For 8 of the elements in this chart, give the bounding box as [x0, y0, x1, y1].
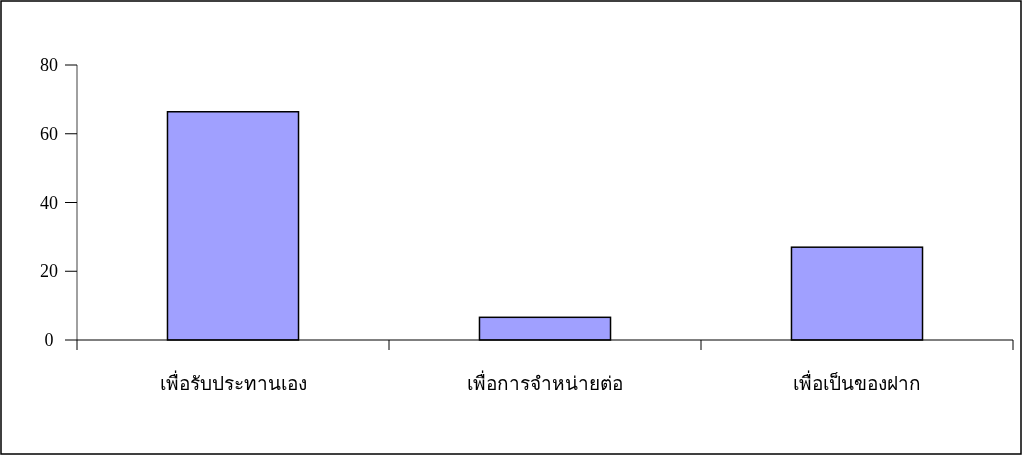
x-tick-label: เพื่อรับประทานเอง — [159, 370, 307, 394]
y-tick-label: 60 — [40, 123, 58, 144]
y-tick-label: 0 — [44, 330, 54, 350]
x-tick-label: เพื่อการจำหน่ายต่อ — [467, 370, 623, 394]
x-tick-label: เพื่อเป็นของฝาก — [793, 370, 921, 394]
y-tick-label: 80 — [40, 55, 58, 75]
y-tick-label: 40 — [40, 192, 58, 213]
y-tick-label: 20 — [40, 261, 58, 282]
